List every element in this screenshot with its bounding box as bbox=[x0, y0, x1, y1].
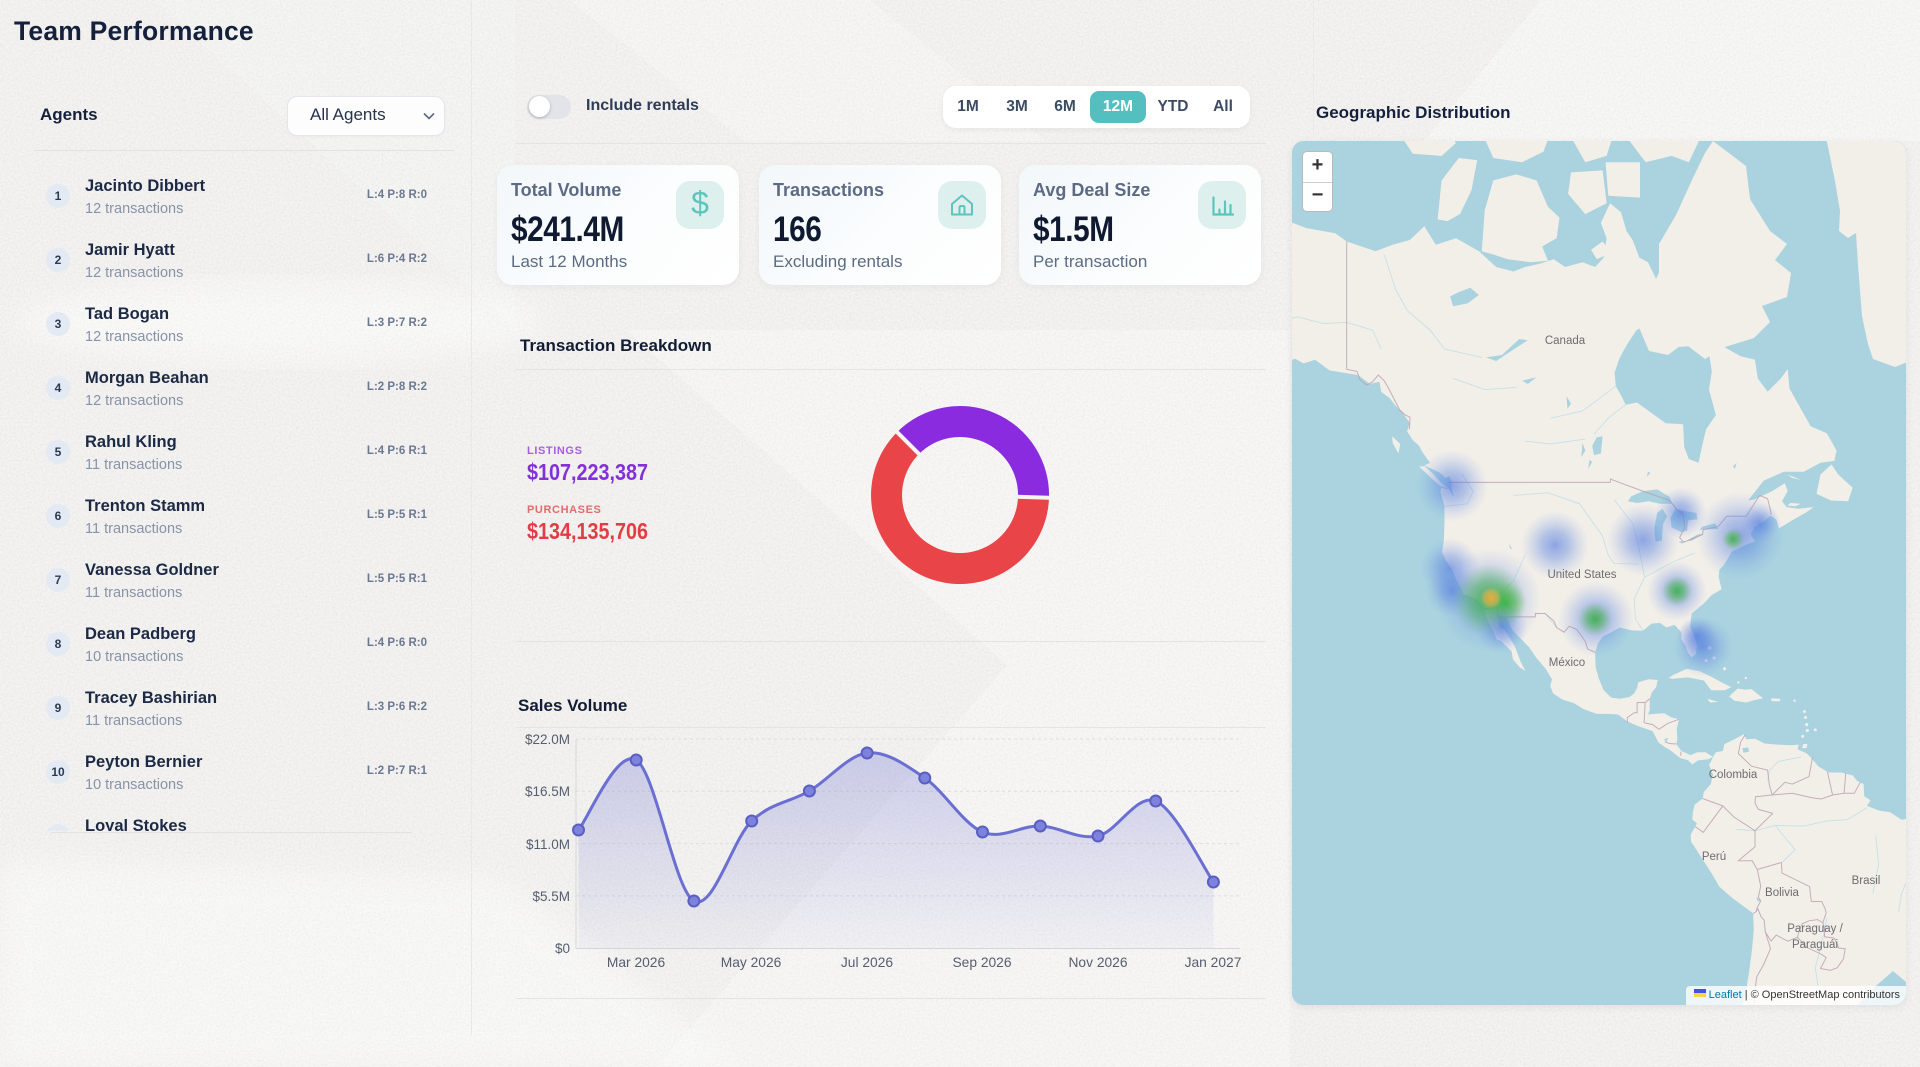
svg-text:Mar 2026: Mar 2026 bbox=[607, 955, 666, 970]
svg-text:Brasil: Brasil bbox=[1852, 875, 1881, 887]
svg-text:$22.0M: $22.0M bbox=[525, 732, 570, 747]
svg-text:Perú: Perú bbox=[1702, 851, 1726, 863]
svg-text:Canada: Canada bbox=[1545, 335, 1586, 347]
svg-text:México: México bbox=[1549, 657, 1585, 669]
svg-text:Jul 2026: Jul 2026 bbox=[841, 955, 893, 970]
svg-text:Sep 2026: Sep 2026 bbox=[952, 955, 1011, 970]
svg-text:$11.0M: $11.0M bbox=[526, 837, 570, 852]
svg-text:Nov 2026: Nov 2026 bbox=[1068, 955, 1127, 970]
svg-text:United States: United States bbox=[1547, 569, 1616, 581]
svg-text:$0: $0 bbox=[555, 941, 570, 956]
svg-text:$: $ bbox=[691, 185, 709, 221]
svg-text:Paraguái: Paraguái bbox=[1792, 939, 1838, 951]
svg-text:Colombia: Colombia bbox=[1709, 769, 1758, 781]
svg-text:Paraguay /: Paraguay / bbox=[1787, 923, 1843, 935]
svg-text:$16.5M: $16.5M bbox=[525, 784, 570, 799]
svg-text:Jan 2027: Jan 2027 bbox=[1185, 955, 1242, 970]
svg-text:Bolivia: Bolivia bbox=[1765, 887, 1799, 899]
svg-text:$5.5M: $5.5M bbox=[532, 889, 570, 904]
svg-text:May 2026: May 2026 bbox=[721, 955, 782, 970]
